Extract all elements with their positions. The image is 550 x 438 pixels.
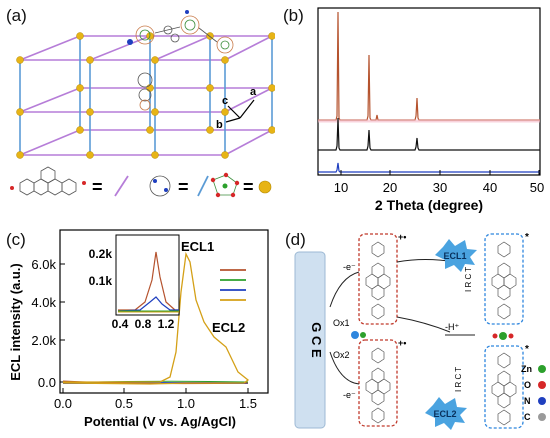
ecl-xtick-15: 1.5 [239,396,257,411]
ecl-xtick-05: 0.5 [115,396,133,411]
ecl-xlabel: Potential (V vs. Ag/AgCl) [84,414,236,429]
radical-cation-box-top [358,233,398,325]
equals-1: = [92,177,103,197]
irct-bottom: I R C T [454,367,463,392]
minus-h-label: -H⁺ [445,322,459,332]
xrd-chart: 10 20 30 40 50 2 Theta (degree) [317,7,544,213]
ecl1-annotation: ECL1 [181,239,214,254]
xrd-series-experimental [318,117,540,151]
ligand-structure-icon [10,166,86,196]
axis-a-label: a [250,86,257,98]
gce-electrode [294,251,326,429]
legend-c-label: C [524,412,531,422]
minus-e-bottom: -e⁻ [343,390,356,400]
molecule-cluster-middle [137,72,153,111]
panel-b: (b) 10 20 30 40 50 2 Theta (degree) [275,0,550,215]
ox1-label: Ox1 [333,318,350,328]
zn-cluster-center [351,331,514,340]
irct-top: I R C T [464,267,473,292]
equals-2: = [178,177,189,197]
panel-a-label: (a) [6,6,27,25]
ecl-xtick-1: 1.0 [177,396,195,411]
radical-marker-top: +• [398,232,406,242]
ecl-inset: 0.2k 0.1k 0.4 0.8 1.2 [89,234,180,331]
panel-a: (a) [0,0,276,215]
inset-xtick-08: 0.8 [135,317,152,331]
legend-n-label: N [524,396,531,406]
xrd-series-simulated [318,11,540,121]
ecl1-label: ECL1 [443,251,466,261]
ecl-chart: ECL intensity (a.u.) 0.0 2.0k 4.0k 6.0k … [8,229,269,429]
xrd-xtick-40: 40 [483,180,497,195]
gce-label: G C E [309,322,324,358]
panel-d-label: (d) [285,230,306,249]
xrd-xtick-20: 20 [383,180,397,195]
legend-c-dot [538,413,546,421]
ecl-ylabel: ECL intensity (a.u.) [8,263,23,381]
inset-xtick-04: 0.4 [112,317,129,331]
ecl2-label: ECL2 [433,409,456,419]
molecule-cluster-top [127,10,234,54]
axis-c-label: c [222,95,228,107]
framework-structure: a c b = = = [10,10,276,198]
mechanism-diagram: G C E [294,232,546,430]
ecl-series-gold [62,251,250,385]
panel-c: (c) ECL intensity (a.u.) 0.0 2.0k 4.0k 6… [0,222,275,433]
xrd-xlabel: 2 Theta (degree) [375,197,483,213]
radical-cation-box-bottom [358,339,398,427]
element-legend: Zn O N C [521,364,546,422]
ecl-ytick-2k: 2.0k [31,333,56,348]
excited-state-box-top [484,233,524,325]
molecule-sketches [365,241,517,426]
legend-zn-dot [538,365,546,373]
legend-o-label: O [524,380,531,390]
excited-state-box-bottom [484,345,524,429]
inset-ytick-01k: 0.1k [89,274,113,288]
metal-cluster-icon [210,172,240,198]
xrd-xtick-50: 50 [530,180,544,195]
legend-n-dot [538,397,546,405]
xrd-series-blue [318,162,540,173]
legend-o-dot [538,381,546,389]
ox2-label: Ox2 [333,350,350,360]
ecl2-burst: ECL2 [425,397,467,430]
panel-d: (d) G C E [275,222,550,433]
xrd-xtick-30: 30 [433,180,447,195]
xrd-xtick-10: 10 [334,180,348,195]
legend-zn-label: Zn [521,364,532,374]
radical-marker-bottom: +• [398,338,406,348]
ecl-ytick-0: 0.0 [38,375,56,390]
panel-b-label: (b) [283,6,304,25]
equals-3: = [243,177,254,197]
panel-c-label: (c) [6,230,26,249]
ecl1-burst: ECL1 [435,239,477,272]
inset-ytick-02k: 0.2k [89,247,113,261]
ecl2-annotation: ECL2 [212,320,245,335]
cage-structure-icon [149,175,171,197]
zn-node-icon [258,180,272,194]
ecl-xtick-0: 0.0 [54,396,72,411]
minus-e-top: -e⁻ [343,262,356,272]
axis-b-label: b [216,119,223,131]
inset-xtick-12: 1.2 [158,317,175,331]
excited-marker-top: * [525,232,529,243]
ecl-ytick-6k: 6.0k [31,257,56,272]
ecl-ytick-4k: 4.0k [31,295,56,310]
ecl-legend [220,269,246,301]
excited-marker-bottom: * [525,344,529,355]
